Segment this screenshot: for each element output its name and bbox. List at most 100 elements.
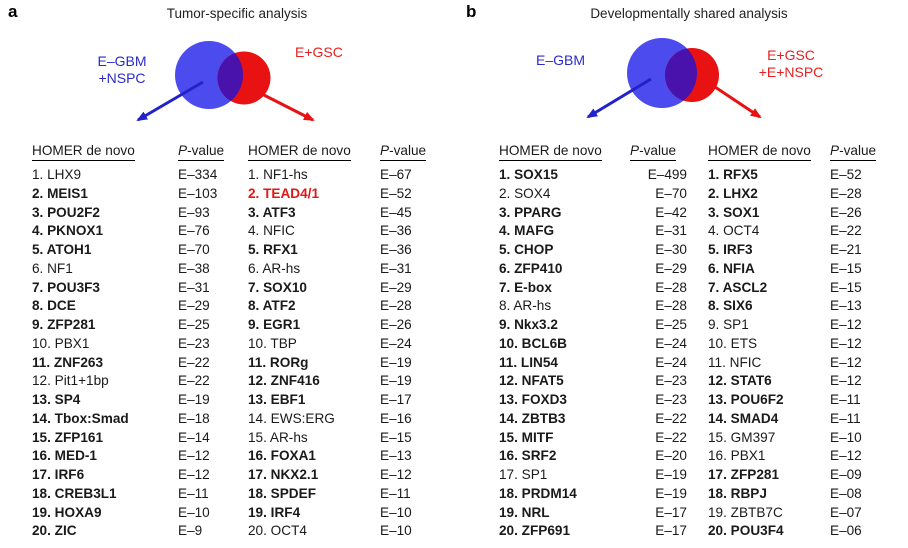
motif-name: 11. NFIC (708, 354, 762, 370)
motif-name: 4. MAFG (499, 223, 555, 239)
blue-arrow (136, 80, 204, 122)
motif-row: 9. EGR1 E–26 (248, 316, 440, 335)
motif-row: 16. SRF2 E–20 (499, 447, 687, 466)
motif-name: 9. SP1 (708, 317, 749, 332)
motif-pvalue: E–28 (830, 185, 862, 201)
motif-column-header: HOMER de novo (499, 143, 602, 161)
motif-pvalue: E–23 (178, 335, 210, 351)
motif-name: 20. ZIC (32, 523, 77, 539)
motif-row: 20. ZIC E–9 (32, 522, 240, 541)
motif-row: 14. SMAD4 E–11 (708, 410, 890, 429)
motif-row: 18. SPDEF E–11 (248, 485, 440, 504)
motif-name: 2. LHX2 (708, 185, 758, 201)
panel-a-title: Tumor-specific analysis (166, 6, 308, 21)
motif-pvalue: E–22 (178, 373, 210, 389)
motif-pvalue: E–22 (178, 354, 210, 370)
motif-name: 13. POU6F2 (708, 392, 784, 407)
motif-pvalue: E–45 (380, 204, 412, 220)
motif-pvalue: E–38 (178, 260, 210, 276)
motif-name: 10. ETS (708, 335, 758, 351)
motif-row: 7. E-box E–28 (499, 279, 687, 298)
motif-pvalue: E–18 (178, 410, 210, 426)
motif-row: 4. PKNOX1 E–76 (32, 222, 240, 241)
motif-pvalue: E–15 (830, 260, 862, 276)
motif-pvalue: E–10 (178, 504, 210, 520)
panel-a-letter: a (8, 2, 18, 21)
motif-pvalue: E–12 (830, 448, 862, 464)
motif-name: 6. NF1 (32, 260, 73, 276)
motif-pvalue: E–19 (655, 485, 687, 501)
motif-row: 20. POU3F4 E–06 (708, 522, 890, 541)
motif-row: 3. SOX1 E–26 (708, 204, 890, 223)
motif-row: 9. ZFP281 E–25 (32, 316, 240, 335)
motif-pvalue: E–22 (655, 410, 687, 426)
motif-row: 14. EWS:ERG E–16 (248, 410, 440, 429)
motif-row: 12. ZNF416 E–19 (248, 372, 440, 391)
motif-row: 10. PBX1 E–23 (32, 335, 240, 354)
motif-name: 10. PBX1 (32, 335, 90, 351)
panel-b-letter: b (466, 2, 477, 21)
motif-row: 15. ZFP161 E–14 (32, 429, 240, 448)
table-header: HOMER de novo P-value (32, 143, 240, 166)
motif-pvalue: E–19 (655, 467, 687, 482)
motif-pvalue: E–13 (830, 298, 862, 314)
motif-name: 13. FOXD3 (499, 392, 567, 407)
pvalue-column-header: P-value (178, 143, 225, 161)
motif-row: 5. CHOP E–30 (499, 241, 687, 260)
motif-pvalue: E–15 (380, 429, 412, 445)
panel-a-right-table: HOMER de novo P-value 1. NF1-hs E–67 2. TE… (248, 143, 440, 541)
motif-row: 2. SOX4 E–70 (499, 185, 687, 204)
motif-row: 17. NKX2.1 E–12 (248, 466, 440, 485)
motif-pvalue: E–26 (830, 204, 862, 220)
motif-pvalue: E–21 (830, 242, 862, 257)
motif-pvalue: E–9 (178, 523, 203, 539)
motif-name: 5. CHOP (499, 242, 554, 257)
motif-pvalue: E–24 (655, 354, 687, 370)
motif-name: 9. EGR1 (248, 317, 301, 332)
motif-name: 16. PBX1 (708, 448, 766, 464)
motif-row: 20. OCT4 E–10 (248, 522, 440, 541)
motif-row: 9. SP1 E–12 (708, 316, 890, 335)
motif-name: 15. MITF (499, 429, 554, 445)
motif-pvalue: E–10 (830, 429, 862, 445)
motif-name: 1. SOX15 (499, 167, 558, 182)
motif-pvalue: E–10 (380, 504, 412, 520)
panel-a-venn-diagram (136, 41, 315, 122)
motif-pvalue: E–76 (178, 223, 210, 239)
motif-name: 1. NF1-hs (248, 167, 308, 182)
motif-name: 20. OCT4 (248, 523, 307, 539)
motif-pvalue: E–36 (380, 223, 412, 239)
motif-pvalue: E–19 (178, 392, 210, 407)
motif-row: 6. NFIA E–15 (708, 260, 890, 279)
motif-pvalue: E–24 (655, 335, 687, 351)
motif-row: 6. NF1 E–38 (32, 260, 240, 279)
motif-pvalue: E–06 (830, 523, 862, 539)
motif-row: 13. FOXD3 E–23 (499, 391, 687, 410)
motif-row: 19. ZBTB7C E–07 (708, 504, 890, 523)
motif-pvalue: E–334 (178, 167, 218, 182)
motif-row: 1. SOX15 E–499 (499, 166, 687, 185)
motif-row: 11. NFIC E–12 (708, 354, 890, 373)
motif-pvalue: E–25 (178, 317, 210, 332)
venn-blue-circle (627, 38, 697, 108)
motif-row: 4. MAFG E–31 (499, 222, 687, 241)
motif-name: 11. RORg (248, 354, 309, 370)
panel-a-left-table: HOMER de novo P-value 1. LHX9 E–334 2. MEI… (32, 143, 240, 541)
motif-name: 3. SOX1 (708, 204, 760, 220)
motif-name: 8. ATF2 (248, 298, 296, 314)
red-arrow (257, 90, 315, 122)
pvalue-column-header: P-value (630, 143, 677, 161)
blue-arrow (586, 77, 652, 119)
motif-name: 20. POU3F4 (708, 523, 784, 539)
motif-name: 2. SOX4 (499, 185, 551, 201)
motif-pvalue: E–28 (655, 279, 687, 295)
motif-name: 18. RBPJ (708, 485, 767, 501)
motif-name: 11. ZNF263 (32, 354, 104, 370)
motif-name: 17. IRF6 (32, 467, 85, 482)
motif-name: 20. ZFP691 (499, 523, 571, 539)
motif-name: 19. NRL (499, 504, 550, 520)
motif-name: 4. NFIC (248, 223, 295, 239)
motif-pvalue: E–11 (830, 410, 861, 426)
motif-pvalue: E–28 (380, 298, 412, 314)
